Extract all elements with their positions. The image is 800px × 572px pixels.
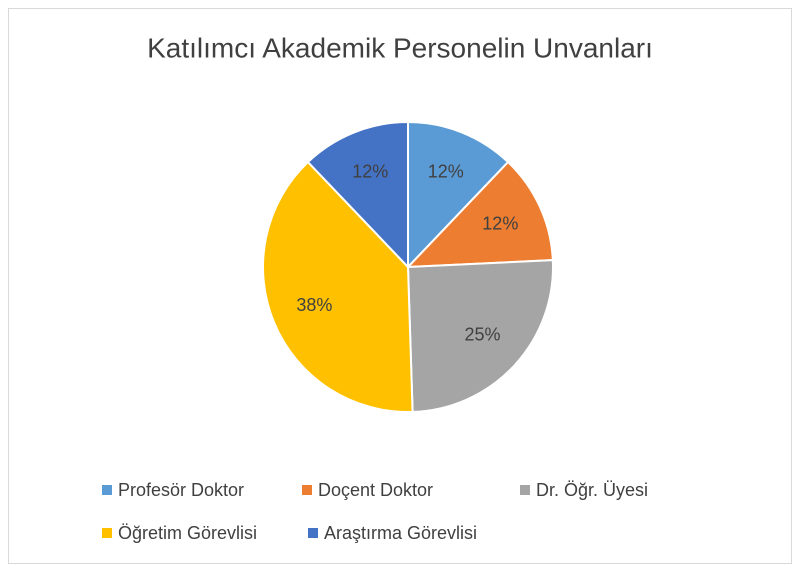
legend-label: Dr. Öğr. Üyesi (536, 480, 648, 500)
pie-slice (407, 120, 510, 270)
legend-label: Öğretim Görevlisi (118, 523, 257, 543)
data-label: 38% (296, 295, 332, 315)
pie-slice (306, 120, 409, 270)
legend-swatch (102, 485, 112, 495)
data-label: 12% (428, 162, 464, 182)
pie-slice (262, 160, 414, 413)
legend-swatch (302, 485, 312, 495)
legend-swatch (308, 528, 318, 538)
legend-label: Profesör Doktor (118, 480, 244, 500)
pie-slice (406, 259, 554, 413)
pie-slice (405, 160, 554, 269)
legend-label: Doçent Doktor (318, 480, 433, 500)
data-label: 12% (352, 162, 388, 182)
data-label: 12% (482, 214, 518, 234)
data-label: 25% (465, 325, 501, 345)
chart-title: Katılımcı Akademik Personelin Unvanları (147, 32, 653, 63)
legend-swatch (520, 485, 530, 495)
legend-swatch (102, 528, 112, 538)
legend-label: Araştırma Görevlisi (324, 523, 477, 543)
